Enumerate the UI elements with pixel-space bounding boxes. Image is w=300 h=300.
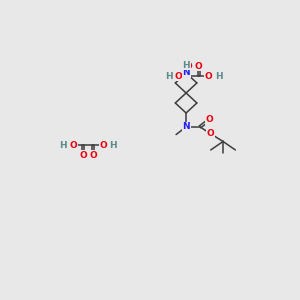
Text: O: O: [99, 141, 107, 150]
Text: O: O: [205, 116, 213, 124]
Text: O: O: [175, 71, 183, 80]
Text: O: O: [195, 61, 203, 70]
Text: O: O: [205, 71, 213, 80]
Text: O: O: [89, 151, 97, 160]
Text: O: O: [185, 61, 193, 70]
Text: O: O: [207, 129, 214, 138]
Text: O: O: [80, 151, 87, 160]
Text: H: H: [59, 141, 67, 150]
Text: H: H: [110, 141, 117, 150]
Text: H: H: [165, 71, 172, 80]
Text: N: N: [182, 122, 190, 131]
Text: H: H: [215, 71, 223, 80]
Text: N: N: [182, 68, 190, 77]
Text: H: H: [182, 61, 190, 70]
Text: O: O: [69, 141, 77, 150]
